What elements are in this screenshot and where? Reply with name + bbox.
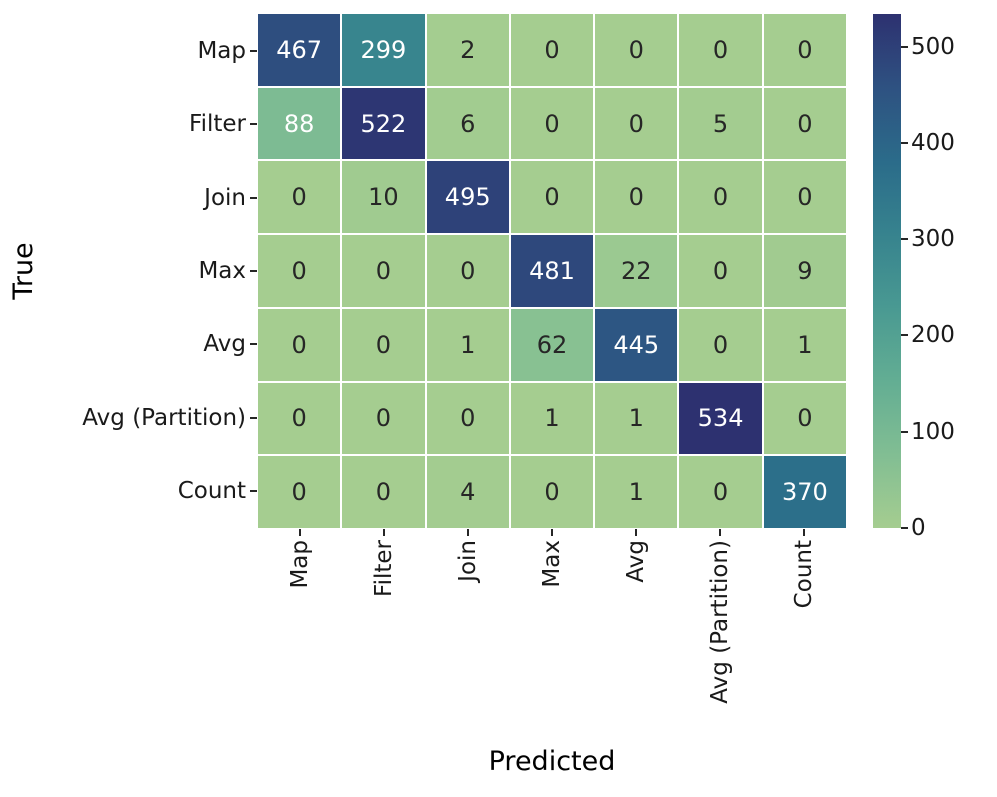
colorbar-tick-label: 100 [911,418,955,445]
xtick-mark [803,529,805,536]
heatmap-cell-avg-count: 1 [763,308,846,381]
heatmap-cell-avg-join: 1 [426,308,509,381]
heatmap-cell-max-count: 9 [763,235,846,307]
xtick-mark [467,529,469,536]
heatmap-cell-join-avg: 0 [595,161,678,234]
heatmap-cell-count-avg: 1 [595,456,678,528]
heatmap-cell-max-join: 0 [426,235,509,307]
heatmap-cell-count-max: 0 [510,456,594,528]
ytick-mark [250,49,257,52]
heatmap-cell-join-filter: 10 [342,161,425,234]
heatmap-cell-max-avg-partition-: 0 [679,235,762,307]
heatmap-cell-avg-partition--join: 0 [426,382,509,455]
colorbar-tick-label: 500 [911,33,955,60]
colorbar-tick-mark [901,430,908,433]
colorbar-tick-label: 200 [911,322,955,349]
ytick-label: Avg (Partition) [82,404,246,431]
heatmap-cell-join-join: 495 [426,161,509,234]
heatmap-cell-map-count: 0 [763,14,846,86]
colorbar-tick-label: 300 [911,226,955,253]
heatmap-cell-max-max: 481 [510,235,594,307]
heatmap-cell-avg-partition--filter: 0 [342,382,425,455]
ytick-mark [250,416,257,419]
heatmap-cell-avg-partition--avg-partition-: 534 [679,382,762,455]
heatmap-cell-max-filter: 0 [342,235,425,307]
heatmap-cell-avg-max: 62 [510,308,594,381]
heatmap-cell-map-map: 467 [258,14,341,86]
ytick-mark [250,196,257,199]
ytick-mark [250,490,257,493]
heatmap-cell-map-avg-partition-: 0 [679,14,762,86]
colorbar-tick-mark [901,238,908,241]
heatmap-cell-count-count: 370 [763,456,846,528]
heatmap-cell-count-filter: 0 [342,456,425,528]
heatmap-cell-map-max: 0 [510,14,594,86]
colorbar-tick-label: 0 [911,515,926,541]
xtick-label: Max [539,540,565,588]
heatmap-cell-avg-partition--map: 0 [258,382,341,455]
heatmap-cell-max-avg: 22 [595,235,678,307]
heatmap-cell-map-filter: 299 [342,14,425,86]
heatmap-cell-join-count: 0 [763,161,846,234]
heatmap-cell-map-join: 2 [426,14,509,86]
heatmap-cell-filter-join: 6 [426,87,509,160]
xtick-label: Map [287,540,313,589]
heatmap-cell-filter-map: 88 [258,87,341,160]
xtick-mark [551,529,553,536]
y-axis-tick-labels: Map Filter Join Max Avg Avg (Partition) Count [0,0,246,797]
colorbar-tick-mark [901,334,908,337]
heatmap-cell-max-map: 0 [258,235,341,307]
colorbar-tick-label: 400 [911,129,955,156]
xtick-label: Join [455,540,481,582]
ytick-mark [250,123,257,126]
heatmap-cell-filter-max: 0 [510,87,594,160]
y-axis-label: True [8,242,39,300]
ytick-label: Map [197,37,246,64]
heatmap-grid: 467 299 2 0 0 0 0 88 522 6 0 0 5 0 0 10 495 0 0 0 0 0 0 0 481 22 0… [258,14,846,528]
heatmap-cell-avg-map: 0 [258,308,341,381]
colorbar [873,14,901,528]
ytick-mark [250,270,257,272]
xtick-label: Filter [371,540,397,597]
heatmap-cell-filter-avg: 0 [595,87,678,160]
heatmap-cell-join-max: 0 [510,161,594,234]
heatmap-cell-join-map: 0 [258,161,341,234]
xtick-mark [299,529,301,536]
xtick-mark [635,529,637,536]
x-axis-label: Predicted [488,746,616,777]
ytick-label: Max [198,258,246,284]
colorbar-tick-mark [901,141,908,144]
ytick-label: Avg [203,331,246,358]
heatmap-cell-filter-avg-partition-: 5 [679,87,762,160]
ytick-label: Filter [189,111,246,138]
heatmap-cell-join-avg-partition-: 0 [679,161,762,234]
xtick-mark [719,529,721,536]
heatmap-cell-avg-filter: 0 [342,308,425,381]
colorbar-tick-mark [901,45,908,48]
colorbar-tick-mark [901,527,908,529]
xtick-label: Avg [623,540,649,583]
heatmap-cell-map-avg: 0 [595,14,678,86]
heatmap-cell-count-join: 4 [426,456,509,528]
heatmap-cell-count-map: 0 [258,456,341,528]
heatmap-cell-filter-count: 0 [763,87,846,160]
xtick-label: Count [791,540,817,609]
heatmap-cell-avg-avg: 445 [595,308,678,381]
heatmap-cell-avg-partition--avg: 1 [595,382,678,455]
heatmap-cell-count-avg-partition-: 0 [679,456,762,528]
xtick-mark [383,529,385,536]
heatmap-cell-avg-partition--count: 0 [763,382,846,455]
heatmap-cell-avg-avg-partition-: 0 [679,308,762,381]
xtick-label: Avg (Partition) [707,540,733,704]
ytick-label: Count [177,478,246,505]
ytick-mark [250,343,257,346]
heatmap-cell-avg-partition--max: 1 [510,382,594,455]
heatmap-cell-filter-filter: 522 [342,87,425,160]
ytick-label: Join [204,184,246,211]
